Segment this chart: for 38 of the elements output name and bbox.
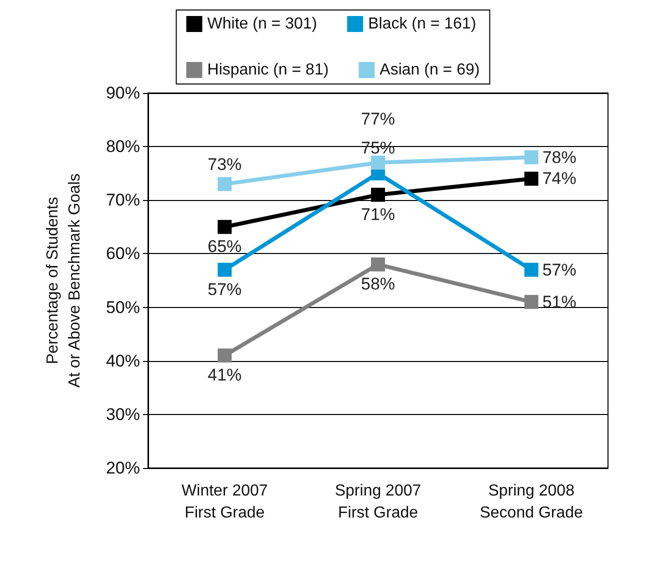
y-tick-label: 50% (106, 298, 140, 317)
x-tick-label: Winter 2007 First Grade (182, 482, 268, 522)
data-label: 57% (542, 260, 576, 280)
point (371, 188, 385, 202)
data-label: 71% (360, 204, 396, 224)
y-tick-label: 80% (106, 137, 140, 156)
point (218, 220, 232, 234)
legend-label: Hispanic (n = 81) (207, 62, 329, 78)
data-label: 78% (542, 148, 576, 167)
data-label: 41% (208, 366, 242, 384)
point (524, 294, 538, 309)
data-label: 74% (542, 169, 576, 188)
legend-label: Black (n = 161) (368, 16, 476, 32)
x-tick-label: Spring 2007 First Grade (334, 482, 422, 522)
y-tick-label: 30% (106, 404, 140, 424)
data-label: 51% (542, 292, 576, 312)
point (371, 156, 385, 170)
legend-label: White (n = 301) (207, 16, 318, 32)
point (218, 177, 232, 192)
point (371, 257, 385, 272)
y-tick-label: 40% (106, 351, 140, 370)
legend-label: Asian (n = 69) (380, 62, 480, 78)
point (524, 172, 538, 186)
point (524, 150, 538, 164)
y-tick-label: 60% (106, 244, 140, 264)
point (524, 262, 538, 277)
data-label: 57% (208, 280, 242, 299)
y-tick-label: 70% (106, 190, 140, 210)
y-tick-label: 20% (106, 458, 140, 478)
data-label: 77% (360, 110, 396, 129)
data-label: 65% (208, 236, 242, 256)
data-label: 73% (208, 155, 242, 174)
x-tick-label: Spring 2008 Second Grade (480, 482, 584, 522)
point (218, 262, 232, 277)
y-tick-label: 90% (106, 84, 140, 102)
data-label: 58% (360, 274, 396, 294)
y-axis-title: Percentage of Students At or Above Benchmark Goals (44, 173, 84, 388)
point (218, 348, 232, 362)
